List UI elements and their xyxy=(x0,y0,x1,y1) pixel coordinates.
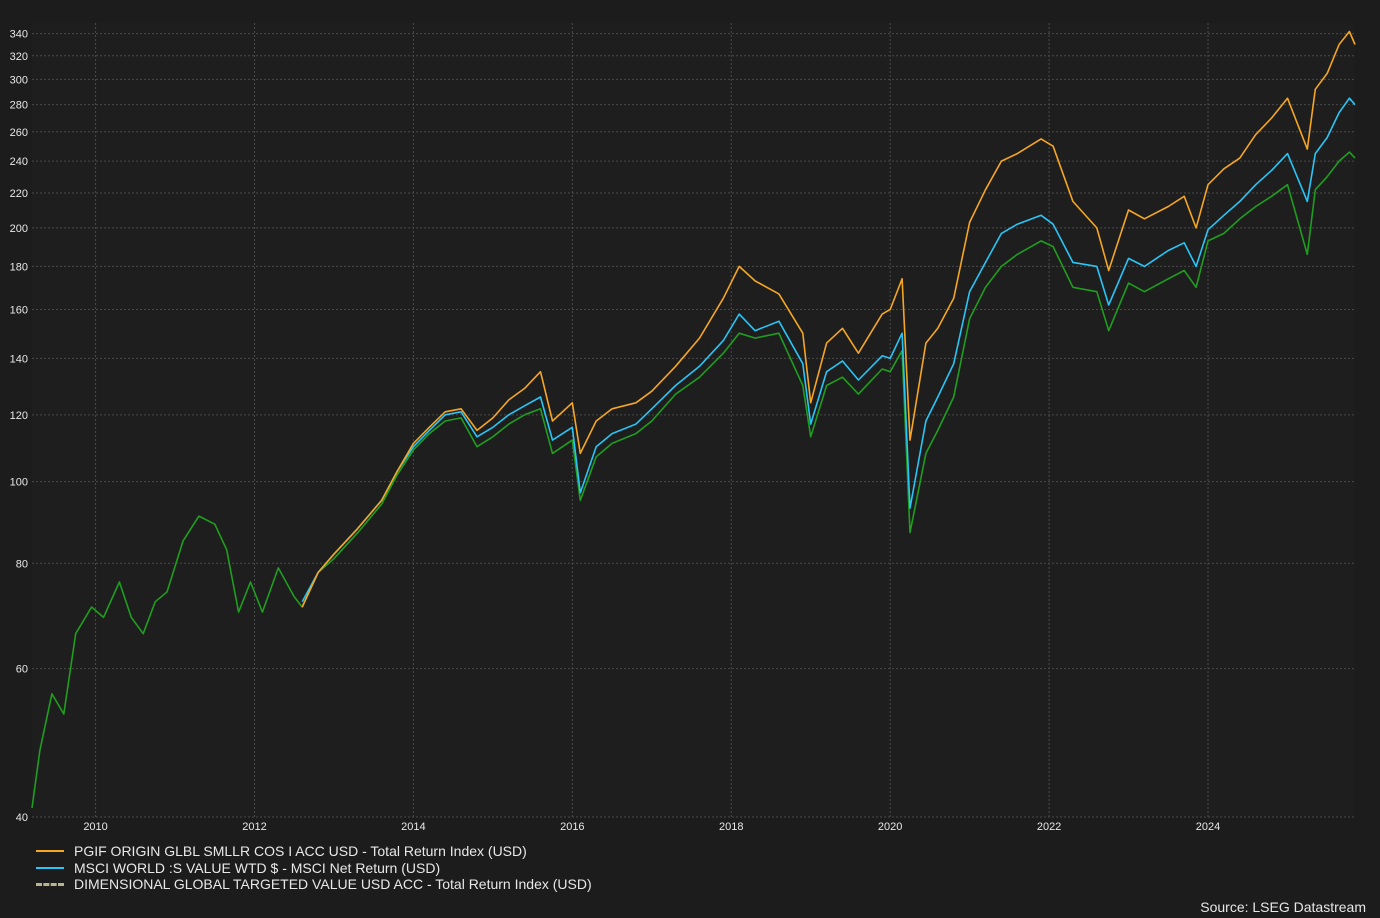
y-tick-label: 40 xyxy=(16,812,28,824)
plot-background xyxy=(32,23,1355,817)
y-tick-label: 320 xyxy=(10,51,28,63)
series-line xyxy=(301,97,1356,603)
y-tick-label: 120 xyxy=(10,410,28,422)
x-tick-label: 2010 xyxy=(83,821,107,833)
x-tick-label: 2014 xyxy=(401,821,425,833)
y-tick-label: 300 xyxy=(10,74,28,86)
x-tick-label: 2016 xyxy=(560,821,584,833)
legend-item[interactable]: MSCI WORLD :S VALUE WTD $ - MSCI Net Ret… xyxy=(36,860,592,877)
legend: PGIF ORIGIN GLBL SMLLR COS I ACC USD - T… xyxy=(36,843,592,893)
x-tick-label: 2012 xyxy=(242,821,266,833)
x-tick-label: 2022 xyxy=(1037,821,1061,833)
series-line xyxy=(301,30,1356,608)
legend-label: DIMENSIONAL GLOBAL TARGETED VALUE USD AC… xyxy=(74,876,592,892)
x-tick-label: 2018 xyxy=(719,821,743,833)
y-axis-ticks: 40 60 80 100 120 140 160 180 200 220 240 260 280 300 3… xyxy=(10,29,28,824)
series-lines xyxy=(31,30,1356,809)
y-tick-label: 160 xyxy=(10,305,28,317)
x-axis-ticks: 2010 2012 2014 2016 2018 2020 2022 2024 xyxy=(83,821,1220,833)
y-tick-label: 200 xyxy=(10,223,28,235)
legend-swatch xyxy=(36,850,64,853)
x-tick-label: 2020 xyxy=(878,821,902,833)
y-tick-label: 100 xyxy=(10,477,28,489)
series-line xyxy=(31,151,1356,809)
legend-item[interactable]: DIMENSIONAL GLOBAL TARGETED VALUE USD AC… xyxy=(36,876,592,893)
y-tick-label: 280 xyxy=(10,100,28,112)
x-tick-label: 2024 xyxy=(1196,821,1220,833)
legend-item[interactable]: PGIF ORIGIN GLBL SMLLR COS I ACC USD - T… xyxy=(36,843,592,860)
y-tick-label: 340 xyxy=(10,29,28,41)
grid-lines xyxy=(32,23,1355,818)
y-tick-label: 80 xyxy=(16,558,28,570)
y-tick-label: 220 xyxy=(10,188,28,200)
y-tick-label: 260 xyxy=(10,127,28,139)
legend-label: MSCI WORLD :S VALUE WTD $ - MSCI Net Ret… xyxy=(74,859,441,876)
y-tick-label: 180 xyxy=(10,261,28,273)
legend-swatch xyxy=(36,866,64,869)
y-tick-label: 240 xyxy=(10,156,28,168)
legend-swatch xyxy=(36,882,64,886)
source-note: Source: LSEG Datastream xyxy=(1200,899,1366,915)
y-tick-label: 60 xyxy=(16,664,28,676)
legend-label: PGIF ORIGIN GLBL SMLLR COS I ACC USD - T… xyxy=(74,843,527,859)
y-tick-label: 140 xyxy=(10,353,28,365)
